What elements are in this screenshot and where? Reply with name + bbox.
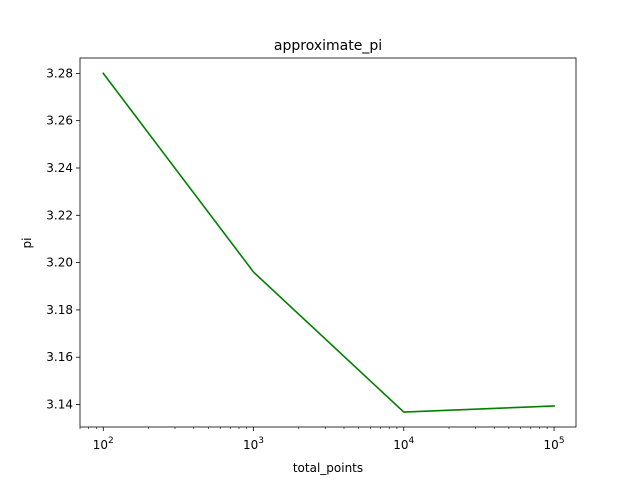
y-axis-label: pi bbox=[20, 238, 34, 249]
y-tick-label: 3.28 bbox=[46, 66, 73, 80]
y-tick-label: 3.22 bbox=[46, 208, 73, 222]
y-tick-label: 3.26 bbox=[46, 114, 73, 128]
x-tick-label: 103 bbox=[243, 436, 264, 452]
x-tick-label: 105 bbox=[544, 436, 565, 452]
y-tick-label: 3.20 bbox=[46, 256, 73, 270]
x-axis-label: total_points bbox=[293, 461, 363, 475]
chart-title: approximate_pi bbox=[274, 38, 382, 54]
y-tick-label: 3.14 bbox=[46, 398, 73, 412]
x-tick-label: 102 bbox=[93, 436, 114, 452]
axes-frame bbox=[79, 57, 577, 428]
y-tick-label: 3.18 bbox=[46, 303, 73, 317]
y-tick-label: 3.24 bbox=[46, 161, 73, 175]
series-line-1 bbox=[102, 72, 555, 413]
x-tick-label: 104 bbox=[393, 436, 414, 452]
y-tick-label: 3.16 bbox=[46, 350, 73, 364]
plot-area: 3.14 3.16 3.18 3.20 3.22 3.24 3.26 3.28 102 103 10… bbox=[46, 57, 577, 452]
